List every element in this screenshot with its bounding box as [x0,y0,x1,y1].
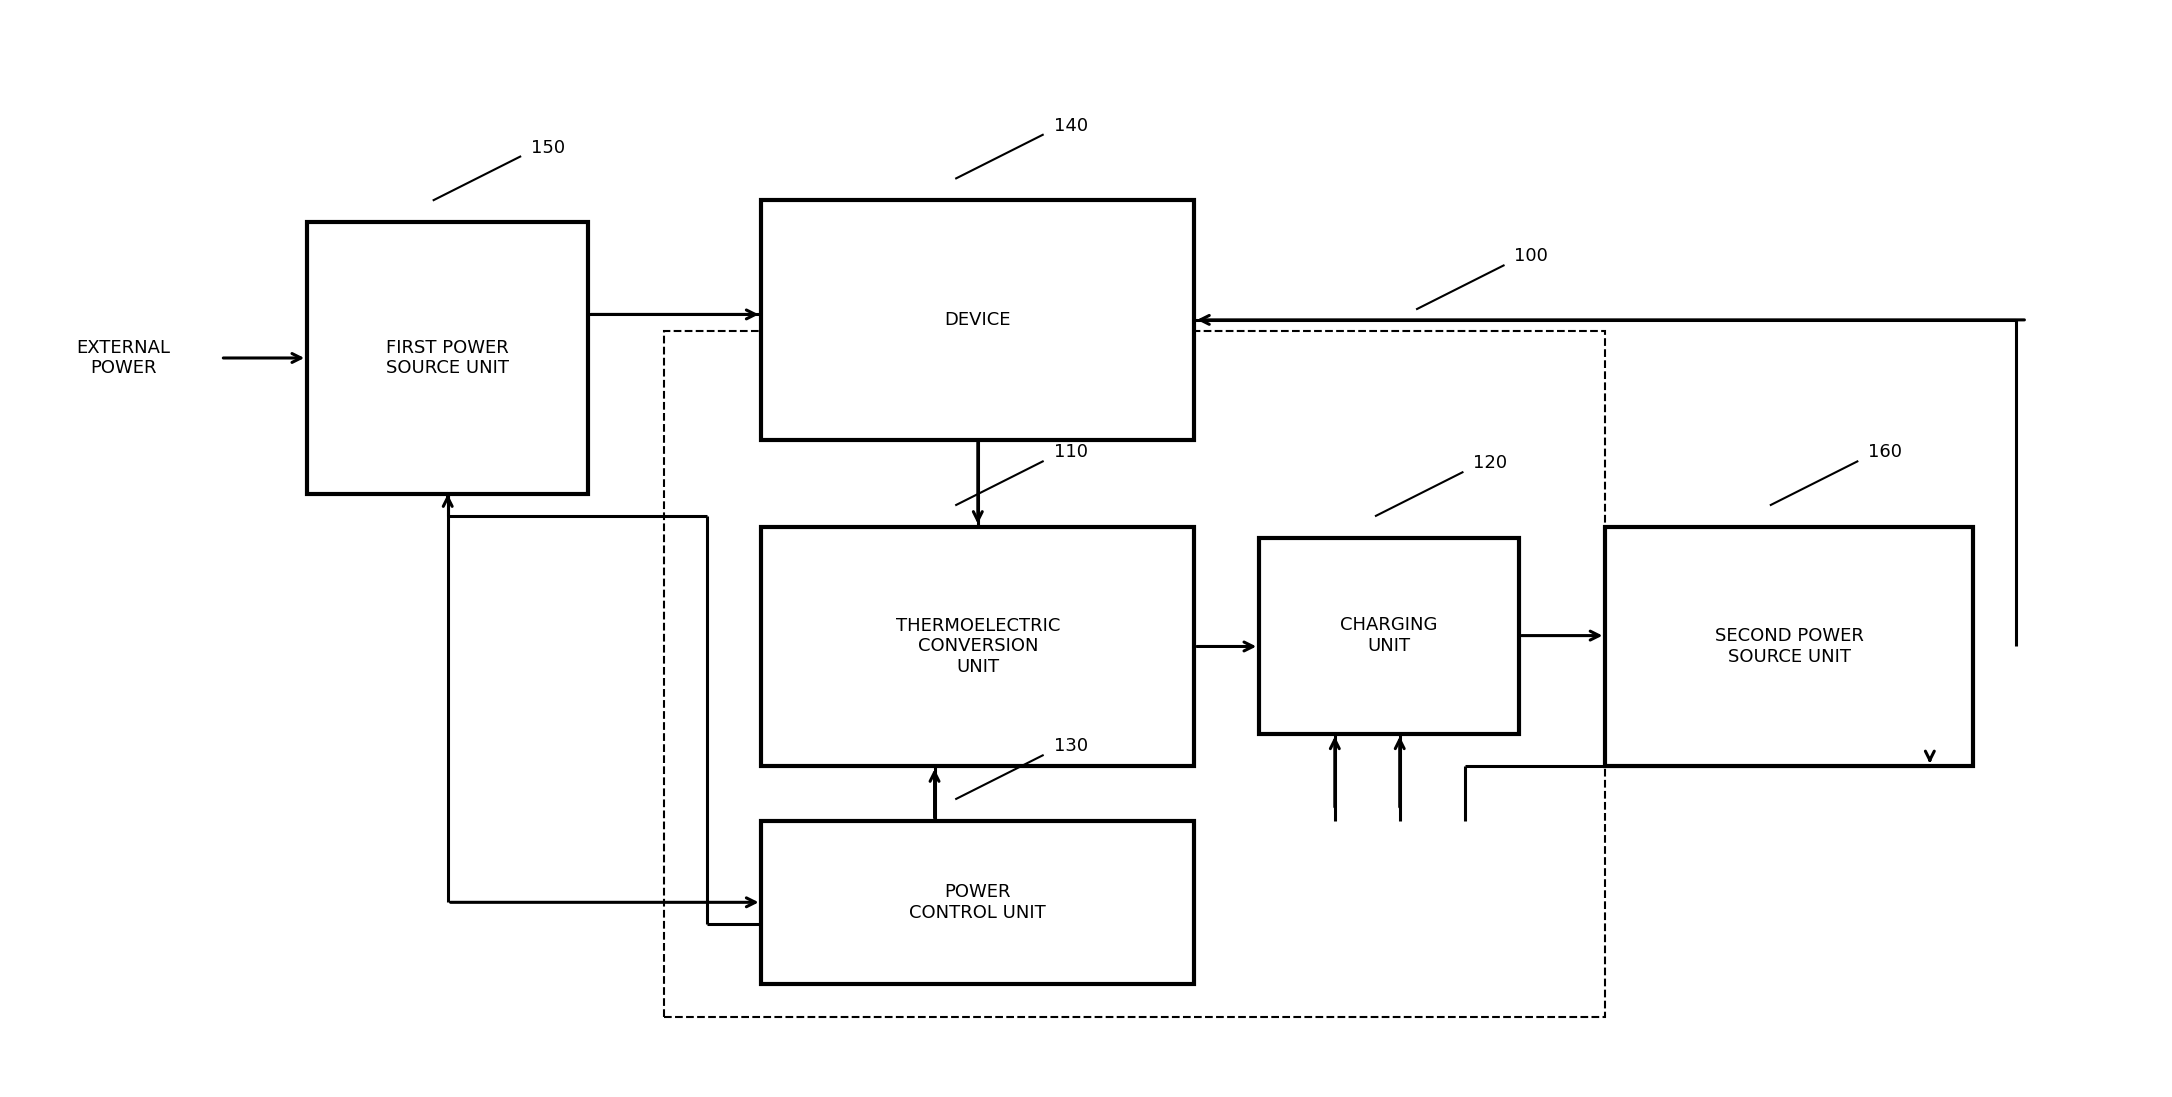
Bar [1605,527,1972,766]
Bar [306,222,589,494]
Text: POWER
CONTROL UNIT: POWER CONTROL UNIT [910,883,1047,921]
Text: EXTERNAL
POWER: EXTERNAL POWER [76,339,169,377]
Bar [762,527,1195,766]
Bar [762,200,1195,440]
Text: SECOND POWER
SOURCE UNIT: SECOND POWER SOURCE UNIT [1714,627,1864,666]
Bar [665,331,1605,1017]
Text: THERMOELECTRIC
CONVERSION
UNIT: THERMOELECTRIC CONVERSION UNIT [895,617,1060,676]
Text: 140: 140 [1053,116,1088,135]
Bar [1260,538,1518,734]
Text: 130: 130 [1053,737,1088,756]
Text: CHARGING
UNIT: CHARGING UNIT [1340,617,1438,655]
Text: 150: 150 [530,138,565,157]
Text: 120: 120 [1473,454,1507,473]
Text: FIRST POWER
SOURCE UNIT: FIRST POWER SOURCE UNIT [387,339,508,377]
Text: 110: 110 [1053,443,1088,462]
Bar [762,821,1195,984]
Text: 160: 160 [1868,443,1903,462]
Text: DEVICE: DEVICE [945,310,1012,329]
Text: 100: 100 [1514,248,1549,265]
